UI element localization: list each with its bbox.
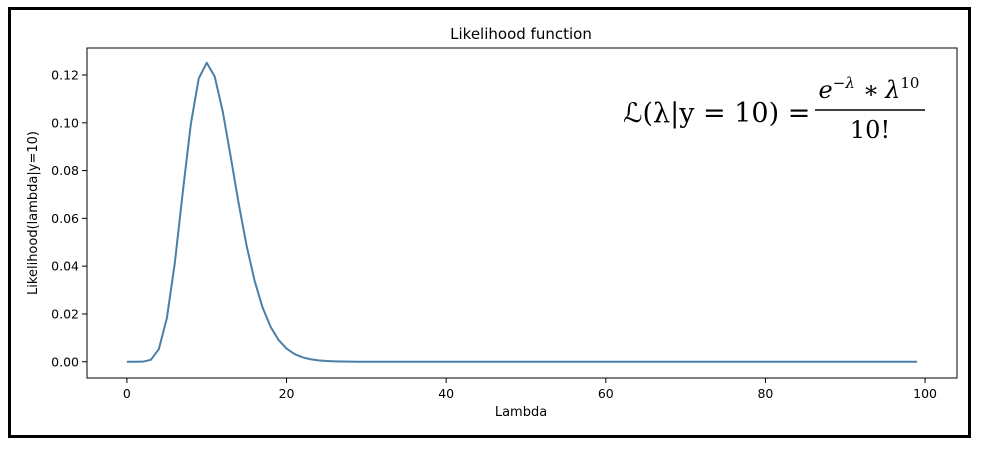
likelihood-curve	[126, 61, 918, 363]
y-tick-label: 0.12	[51, 68, 79, 83]
chart-title: Likelihood function	[450, 25, 592, 43]
x-tick-label: 40	[438, 386, 454, 401]
y-tick-label: 0.00	[51, 354, 79, 369]
figure-frame	[8, 7, 971, 438]
x-tick-label: 60	[598, 386, 614, 401]
y-tick-label: 0.04	[51, 259, 79, 274]
y-axis-label: Likelihood(lambda|y=10)	[26, 131, 41, 295]
y-tick-label: 0.06	[51, 211, 79, 226]
formula-lhs: ℒ(λ|y = 10) =	[623, 98, 810, 129]
formula-numerator: e−λ ∗ λ10	[819, 74, 920, 104]
formula-annotation: ℒ(λ|y = 10) = e−λ ∗ λ10 10!	[623, 74, 925, 144]
y-tick-label: 0.10	[51, 115, 79, 130]
formula-denominator: 10!	[850, 116, 890, 144]
x-axis: 0 20 40 60 80 100	[123, 378, 937, 401]
y-tick-label: 0.08	[51, 163, 79, 178]
x-tick-label: 20	[279, 386, 295, 401]
plot-area	[86, 47, 958, 379]
x-axis-label: Lambda	[495, 405, 547, 420]
y-tick-label: 0.02	[51, 306, 79, 321]
x-tick-label: 100	[913, 386, 937, 401]
x-tick-label: 80	[757, 386, 773, 401]
y-axis: 0.00 0.02 0.04 0.06 0.08 0.10 0.12	[51, 68, 87, 369]
x-tick-label: 0	[123, 386, 131, 401]
